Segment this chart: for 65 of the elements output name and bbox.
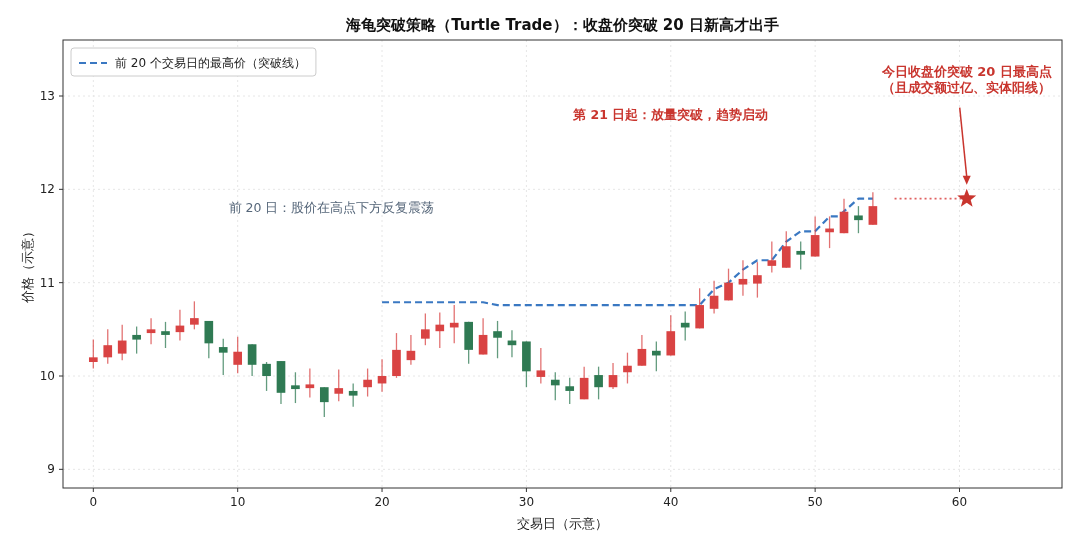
candlestick [291,371,300,404]
candlestick [738,259,748,297]
x-tick-label: 10 [230,495,246,509]
x-tick-label: 20 [374,495,390,509]
candlestick [319,386,329,418]
annotation: 前 20 日：股价在高点下方反复震荡 [228,200,435,215]
candlestick [565,377,575,405]
candlestick [421,312,430,346]
candlestick [839,198,849,234]
candlestick [796,240,806,271]
candlestick [550,371,560,401]
candlestick [117,324,127,361]
candlestick [753,261,762,299]
candlestick [247,343,257,377]
legend-label: 前 20 个交易日的最高价（突破线） [115,56,306,70]
y-axis-title: 价格（示意） [20,225,35,304]
annotation: （且成交额过亿、实体阳线） [882,79,1052,95]
candlestick [709,280,719,315]
x-tick-label: 40 [663,495,679,509]
candlestick [103,328,113,365]
chart-title: 海龟突破策略（Turtle Trade）：收盘价突破 20 日新高才出手 [345,16,779,34]
candlestick [348,382,358,408]
candlestick [305,367,315,399]
candlestick [767,240,777,274]
x-tick-label: 50 [807,495,823,509]
candlestick [854,205,863,234]
x-tick-label: 60 [951,495,968,509]
candlestick [536,347,546,385]
y-tick-label: 10 [39,369,55,383]
candlestick [146,317,156,345]
candlestick [161,321,170,349]
candlestick [218,338,228,376]
x-tick-label: 30 [518,495,535,509]
candlestick [493,320,502,359]
candlestick [132,325,141,355]
candlestick [435,311,445,349]
annotation: 第 21 日起：放量突破，趋势启动 [572,106,769,122]
candlestick [594,366,603,400]
candlestick [781,230,791,269]
y-tick-label: 13 [39,89,55,103]
y-tick-label: 12 [39,182,55,197]
candlestick [579,366,589,400]
y-tick-label: 11 [39,275,55,290]
annotation: 今日收盘价突破 20 日最高点 [880,63,1052,79]
candlestick [363,367,372,398]
candlestick [724,268,733,302]
x-axis-title: 交易日（示意） [517,516,608,531]
candlestick [623,352,632,385]
candlestick [334,368,344,402]
candlestick [190,300,199,330]
candlestick [204,320,214,359]
candlestick [695,287,704,330]
candlestick [478,317,488,356]
candlestick [868,191,878,226]
candlestick [608,362,618,390]
candlestick [810,215,820,258]
candlestick [88,338,98,370]
candlestick [637,334,647,367]
candlestick [449,304,459,344]
candlestick [652,340,661,372]
candlestick [680,310,690,342]
candlestick [233,336,243,374]
candlestick [262,361,271,392]
x-tick-label: 0 [89,495,98,509]
y-tick-label: 9 [47,462,55,477]
